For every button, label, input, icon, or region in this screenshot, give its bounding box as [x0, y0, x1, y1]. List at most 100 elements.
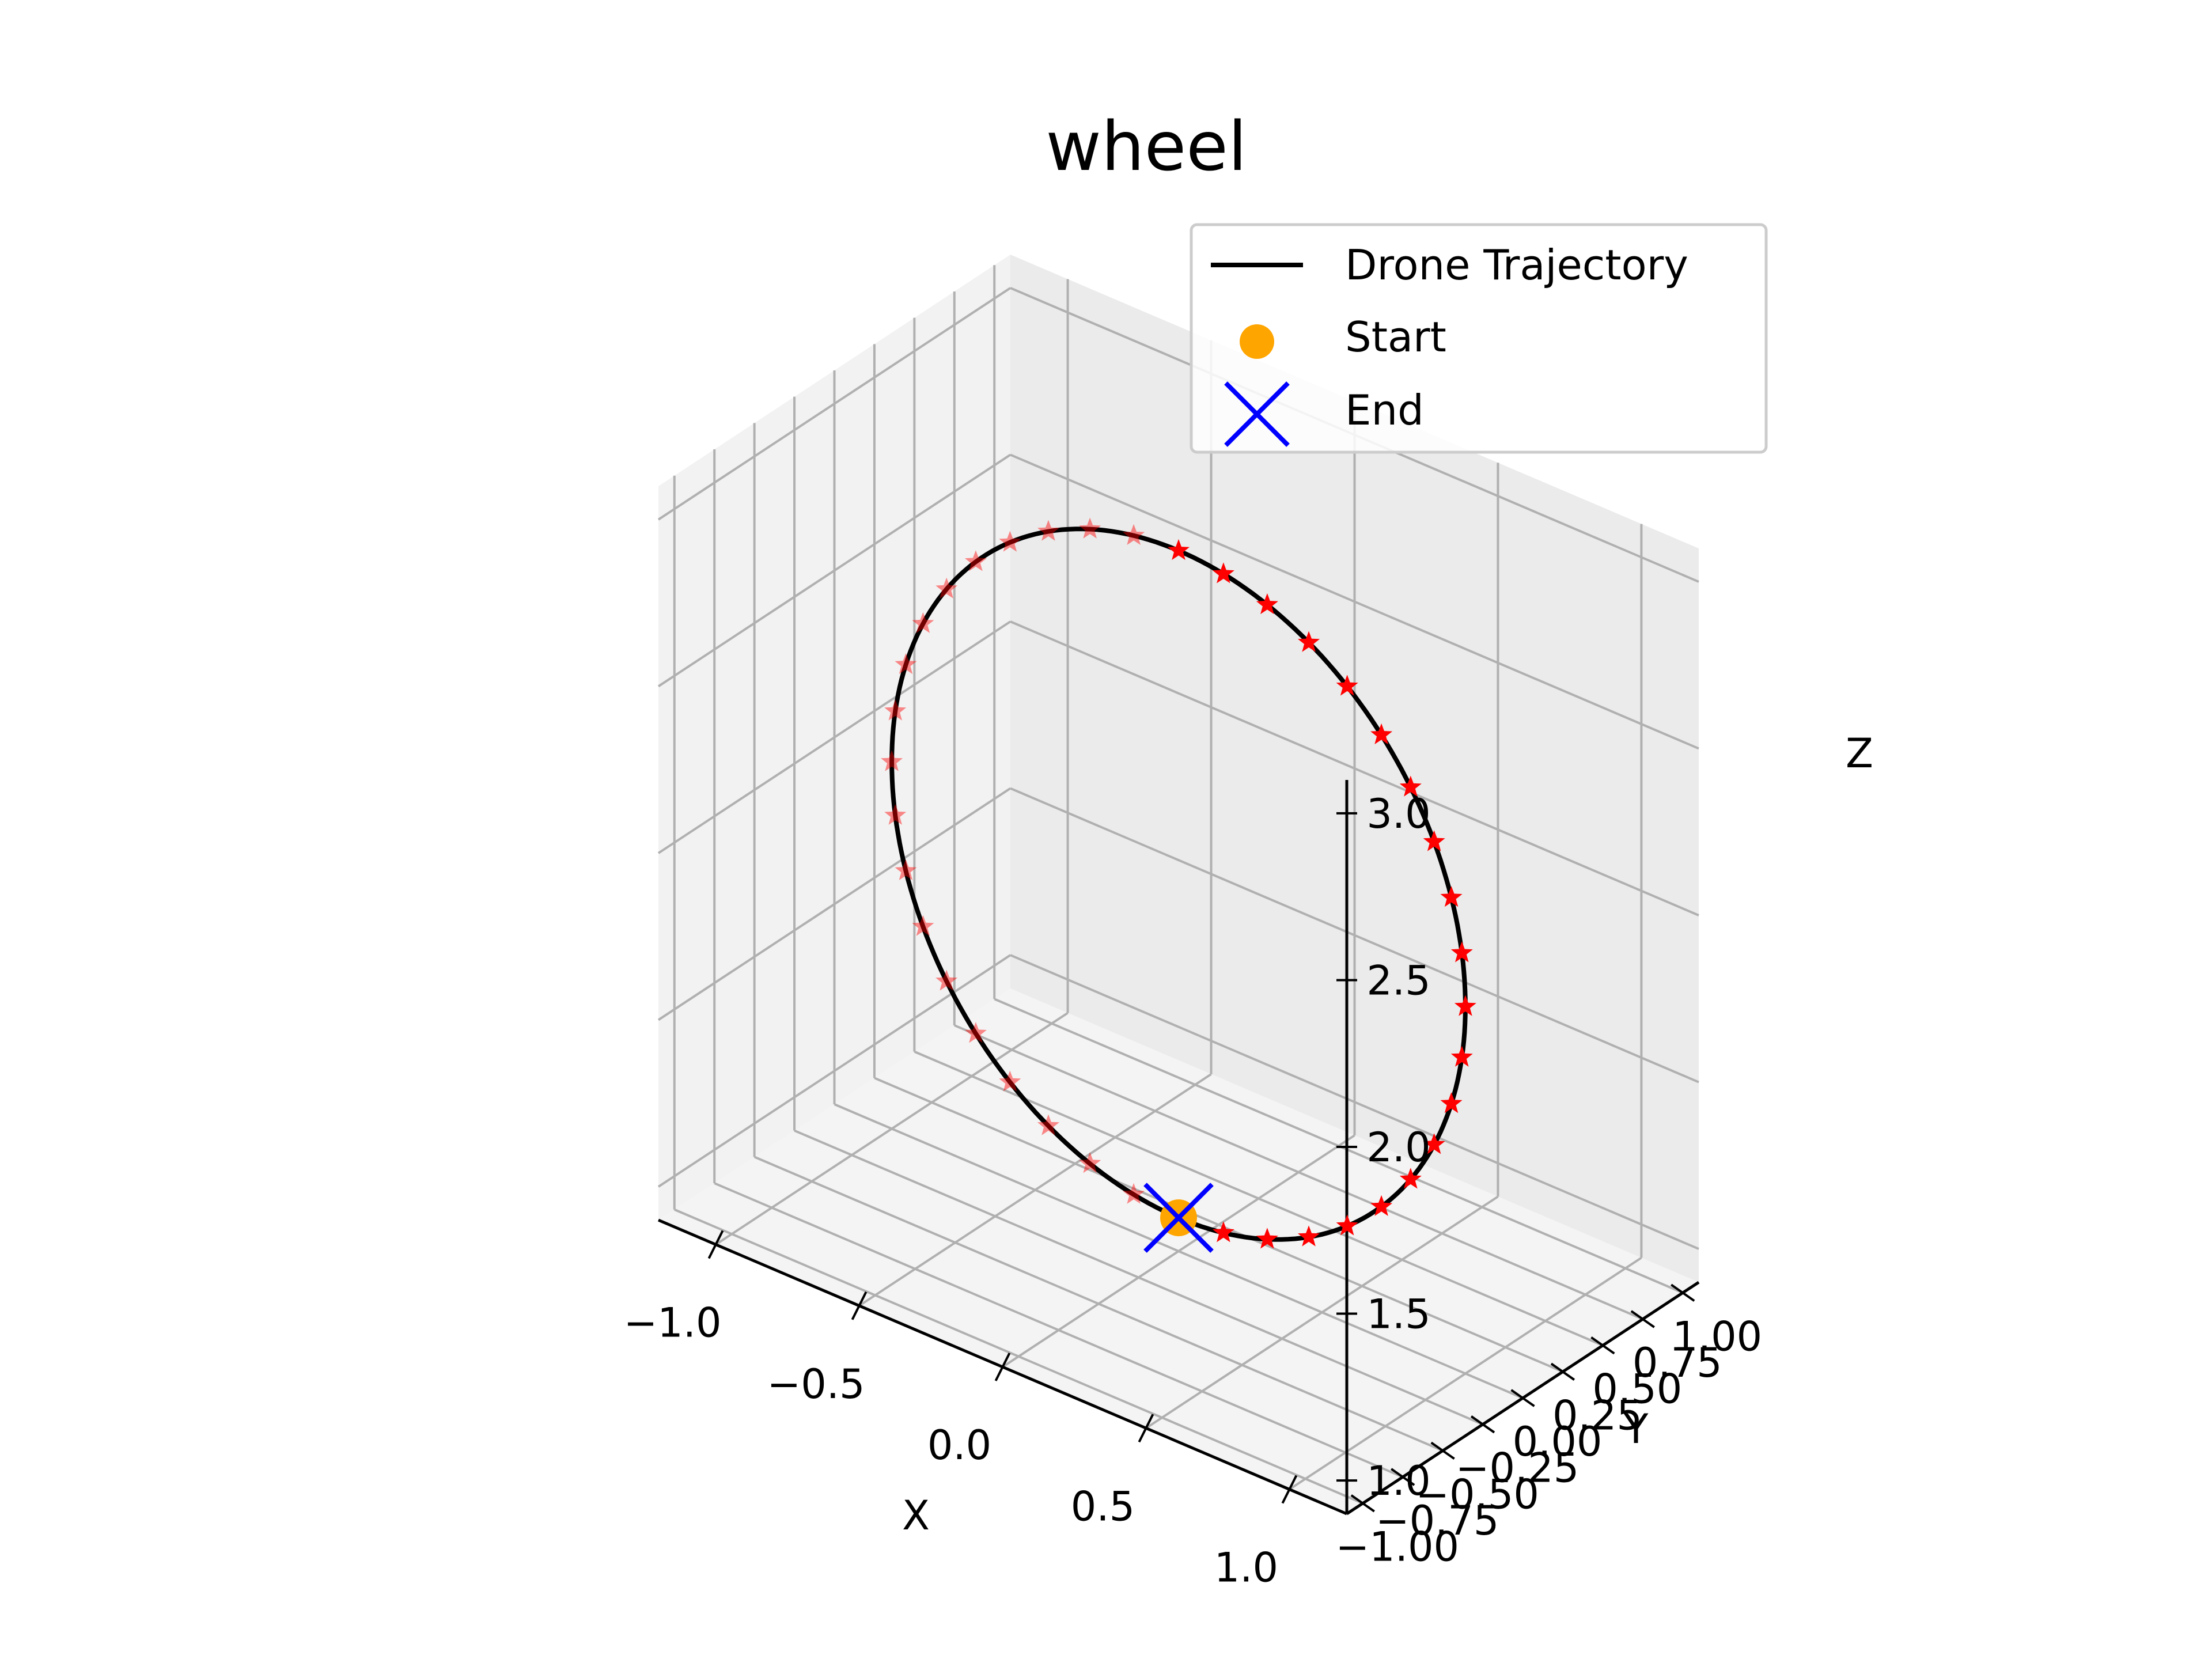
y-tick-label: −0.75 — [1376, 1497, 1499, 1544]
grid-line-z-ywall — [1010, 954, 1699, 1250]
grid-line-y-floor — [914, 1050, 1604, 1347]
waypoint-marker — [1298, 631, 1320, 652]
waypoint-marker — [895, 859, 917, 880]
tick-labels: −1.0 −0.5 0.0 0.5 1.0 −1.00−0.75−0.50−0.250.0… — [624, 790, 1763, 1592]
legend-label-trajectory: Drone Trajectory — [1345, 241, 1688, 289]
waypoint-marker — [1399, 775, 1422, 797]
waypoint-marker — [1370, 1195, 1393, 1216]
grid-line-z-ywall — [1010, 620, 1699, 916]
waypoint-marker — [1440, 1092, 1463, 1113]
y-tick — [1430, 1441, 1455, 1460]
waypoint-marker — [1037, 1114, 1059, 1135]
y-tick-label: 0.50 — [1592, 1366, 1682, 1413]
x-tick — [707, 1230, 724, 1259]
grid-line-y-floor — [753, 1156, 1444, 1452]
legend-end-swatch-stroke — [1224, 381, 1290, 447]
waypoint-marker — [1037, 520, 1059, 541]
waypoint-marker — [1399, 1168, 1422, 1189]
x-tick-label: 0.0 — [927, 1422, 991, 1469]
waypoint-marker — [1123, 524, 1145, 545]
grid-line-z-xwall — [657, 787, 1012, 1021]
y-tick-label: −0.25 — [1456, 1445, 1580, 1492]
x-tick — [1281, 1475, 1298, 1504]
x-tick — [1138, 1414, 1154, 1443]
waypoint-marker — [964, 1022, 987, 1043]
y-tick-label: 0.25 — [1552, 1392, 1642, 1439]
waypoint-marker — [1256, 1228, 1278, 1249]
x-tick-label: 0.5 — [1071, 1483, 1135, 1530]
waypoint-marker — [884, 804, 907, 825]
data-series — [881, 517, 1476, 1253]
waypoint-marker — [1454, 995, 1476, 1016]
waypoint-marker — [1423, 830, 1445, 851]
waypoint-marker — [895, 653, 917, 675]
waypoint-marker — [884, 699, 907, 721]
waypoint-marker — [912, 612, 934, 633]
y-tick — [1510, 1389, 1535, 1407]
y-axis-label: Y — [1623, 1406, 1649, 1453]
legend: Drone Trajectory Start End — [1190, 223, 1768, 454]
waypoint-marker — [1256, 593, 1278, 615]
waypoint-marker — [1079, 1152, 1101, 1173]
grid-line-z-xwall — [657, 287, 1012, 521]
x-tick — [994, 1353, 1011, 1381]
y-tick — [1671, 1283, 1695, 1302]
x-tick-label: −0.5 — [767, 1361, 865, 1408]
legend-frame — [1190, 223, 1768, 454]
z-axis-label: Z — [1846, 730, 1873, 777]
waypoint-marker — [935, 969, 958, 991]
legend-start-swatch — [1240, 324, 1274, 359]
end-marker-stroke — [1143, 1183, 1214, 1253]
waypoint-marker — [1168, 539, 1190, 560]
z-tick-label: 2.0 — [1366, 1124, 1430, 1171]
grid-line-y-floor — [954, 1024, 1643, 1320]
y-tick — [1350, 1494, 1375, 1513]
z-tick-label: 3.0 — [1366, 790, 1430, 838]
axis-lines — [658, 780, 1700, 1516]
y-tick — [1630, 1310, 1655, 1328]
grid-line-z-xwall — [657, 620, 1012, 854]
z-tick-label: 1.5 — [1366, 1291, 1430, 1338]
legend-label-end: End — [1345, 386, 1424, 434]
waypoint-marker — [1298, 1225, 1320, 1247]
y-tick — [1590, 1336, 1615, 1355]
waypoint-marker — [999, 531, 1021, 552]
y-tick — [1550, 1362, 1575, 1381]
x-tick-label: −1.0 — [624, 1300, 722, 1347]
waypoint-marker — [1079, 517, 1101, 539]
z-tick-label: 1.0 — [1366, 1457, 1430, 1505]
waypoint-marker — [912, 915, 934, 936]
x-tick-label: 1.0 — [1214, 1544, 1278, 1592]
y-tick-label: 1.00 — [1672, 1313, 1762, 1360]
waypoint-marker — [1212, 1221, 1234, 1243]
waypoint-marker — [1370, 723, 1393, 744]
waypoint-marker — [935, 577, 958, 599]
grid-line-y-floor — [834, 1103, 1524, 1399]
y-tick — [1391, 1468, 1415, 1486]
grid-line-y-floor — [874, 1077, 1563, 1373]
waypoint-marker — [1123, 1183, 1145, 1204]
y-tick-label: −0.50 — [1415, 1471, 1539, 1518]
grid-line-z-ywall — [1010, 453, 1699, 750]
y-tick-label: 0.00 — [1513, 1418, 1603, 1465]
waypoint-marker — [964, 550, 987, 571]
waypoint-marker — [1212, 562, 1234, 584]
waypoint-marker — [1423, 1133, 1445, 1154]
waypoint-marker — [1440, 886, 1463, 907]
x-tick — [851, 1291, 868, 1320]
x-axis-label: X — [902, 1492, 930, 1539]
waypoint-marker — [999, 1070, 1021, 1092]
waypoint-marker — [881, 750, 903, 771]
grid-line-y-floor — [794, 1129, 1483, 1426]
legend-label-start: Start — [1345, 313, 1446, 361]
chart-title: wheel — [1046, 107, 1247, 186]
waypoint-marker — [1450, 1046, 1473, 1067]
grid-line-y-floor — [673, 1208, 1363, 1505]
z-tick-label: 2.5 — [1366, 957, 1430, 1004]
y-tick-label: 0.75 — [1633, 1339, 1722, 1387]
grid-line-z-ywall — [1010, 787, 1699, 1084]
grid-line-z-xwall — [657, 453, 1012, 688]
waypoint-marker — [1450, 941, 1473, 963]
y-tick — [1470, 1415, 1495, 1434]
